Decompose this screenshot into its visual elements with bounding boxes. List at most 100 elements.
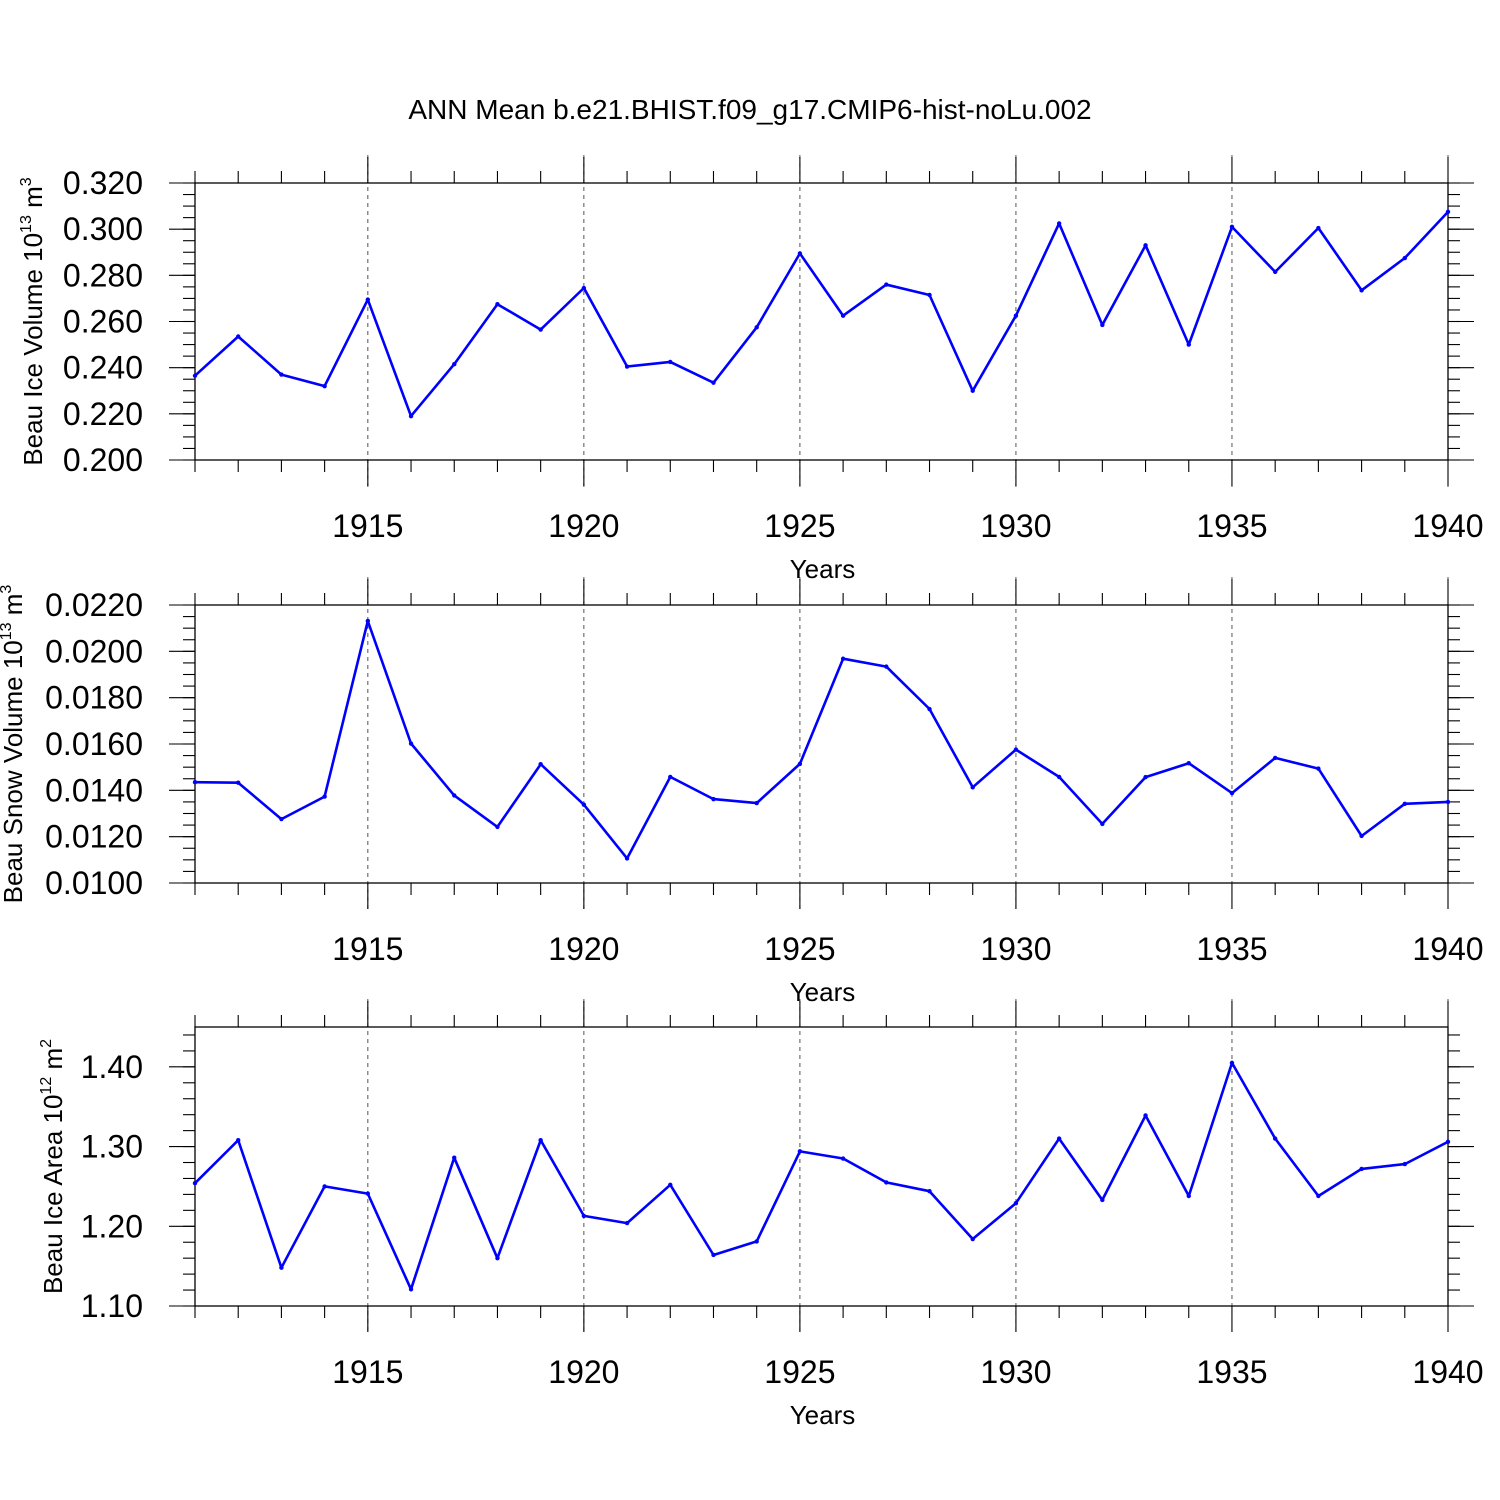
data-point-1915 bbox=[365, 1191, 371, 1196]
data-point-1931 bbox=[1056, 774, 1062, 780]
series-line bbox=[194, 211, 1449, 418]
data-point-1923 bbox=[711, 796, 716, 802]
x-tick-label: 1940 bbox=[1412, 931, 1483, 967]
data-point-1915 bbox=[365, 297, 371, 302]
data-point-1929 bbox=[970, 1236, 975, 1242]
data-point-1921 bbox=[624, 1220, 630, 1226]
x-axis-label: Years bbox=[790, 977, 856, 1007]
data-point-1917 bbox=[452, 1155, 457, 1160]
data-point-1922 bbox=[668, 774, 673, 780]
data-point-1938 bbox=[1359, 833, 1364, 839]
data-point-1927 bbox=[884, 664, 889, 669]
plot-frame bbox=[194, 1026, 1449, 1307]
chart-title: ANN Mean b.e21.BHIST.f09_g17.CMIP6-hist-… bbox=[408, 94, 1091, 125]
data-point-1935 bbox=[1229, 1060, 1235, 1066]
data-point-1927 bbox=[884, 282, 889, 287]
data-point-1926 bbox=[840, 1156, 846, 1161]
data-point-1933 bbox=[1143, 1113, 1148, 1118]
data-point-1936 bbox=[1272, 1136, 1278, 1141]
x-tick-label: 1920 bbox=[548, 931, 619, 967]
data-point-1916 bbox=[408, 741, 414, 746]
data-point-1930 bbox=[1013, 747, 1019, 752]
data-point-1938 bbox=[1359, 288, 1364, 293]
data-point-1938 bbox=[1359, 1166, 1364, 1172]
y-tick-label: 0.0140 bbox=[45, 772, 143, 808]
data-point-1923 bbox=[711, 380, 716, 385]
data-point-1919 bbox=[538, 327, 543, 332]
y-tick-label: 0.0100 bbox=[45, 865, 143, 901]
data-point-1929 bbox=[970, 785, 975, 790]
data-point-1936 bbox=[1272, 269, 1278, 275]
x-tick-label: 1930 bbox=[980, 931, 1051, 967]
data-point-1918 bbox=[495, 301, 500, 307]
data-point-1915 bbox=[365, 618, 371, 624]
data-point-1933 bbox=[1143, 774, 1148, 780]
x-tick-label: 1940 bbox=[1412, 1354, 1483, 1390]
data-point-1918 bbox=[495, 1255, 500, 1261]
data-point-1925 bbox=[797, 251, 803, 256]
y-axis-label: Beau Ice Volume 1013 m3 bbox=[18, 177, 48, 465]
x-tick-label: 1935 bbox=[1196, 931, 1267, 967]
data-point-1940 bbox=[1445, 209, 1451, 215]
chart-panel-1: 0.200 0.220 0.240 0.260 0.280 0.300 0.320 1915 1… bbox=[18, 155, 1484, 584]
y-axis-label: Beau Snow Volume 1013 m3 bbox=[0, 585, 28, 904]
y-axis-label: Beau Ice Area 1012 m2 bbox=[38, 1039, 68, 1294]
x-tick-label: 1935 bbox=[1196, 508, 1267, 544]
x-axis-label: Years bbox=[790, 554, 856, 584]
y-tick-label: 0.300 bbox=[63, 211, 143, 247]
data-point-1911 bbox=[192, 1181, 198, 1186]
y-tick-label: 1.20 bbox=[81, 1208, 143, 1244]
y-tick-label: 1.10 bbox=[81, 1288, 143, 1324]
plot-frame bbox=[194, 604, 1449, 884]
plot-frame bbox=[194, 182, 1449, 461]
y-tick-label: 0.0160 bbox=[45, 726, 143, 762]
data-point-1911 bbox=[192, 373, 198, 378]
data-point-1916 bbox=[408, 1287, 414, 1292]
data-point-1927 bbox=[884, 1180, 889, 1185]
data-point-1917 bbox=[452, 793, 457, 798]
data-point-1917 bbox=[452, 362, 457, 367]
data-point-1926 bbox=[840, 313, 846, 318]
y-tick-label: 0.0220 bbox=[45, 587, 143, 623]
x-tick-label: 1940 bbox=[1412, 508, 1483, 544]
y-tick-label: 1.30 bbox=[81, 1129, 143, 1165]
data-point-1921 bbox=[624, 364, 630, 369]
x-tick-label: 1935 bbox=[1196, 1354, 1267, 1390]
data-point-1920 bbox=[581, 1213, 587, 1219]
data-point-1928 bbox=[927, 1189, 932, 1194]
data-point-1931 bbox=[1056, 1136, 1062, 1141]
data-point-1932 bbox=[1100, 821, 1105, 827]
data-point-1931 bbox=[1056, 221, 1062, 226]
data-point-1939 bbox=[1402, 1161, 1407, 1167]
x-tick-label: 1915 bbox=[332, 931, 403, 967]
data-point-1921 bbox=[624, 856, 630, 861]
x-tick-label: 1915 bbox=[332, 1354, 403, 1390]
data-point-1919 bbox=[538, 761, 543, 767]
x-tick-label: 1920 bbox=[548, 508, 619, 544]
data-point-1924 bbox=[754, 1239, 759, 1244]
data-point-1912 bbox=[236, 780, 241, 785]
data-point-1914 bbox=[322, 794, 327, 799]
x-tick-label: 1930 bbox=[980, 1354, 1051, 1390]
data-point-1926 bbox=[840, 656, 846, 661]
y-tick-label: 0.200 bbox=[63, 442, 143, 478]
data-point-1920 bbox=[581, 802, 587, 807]
x-tick-label: 1915 bbox=[332, 508, 403, 544]
data-point-1934 bbox=[1186, 1193, 1191, 1199]
data-point-1912 bbox=[236, 334, 241, 339]
y-tick-label: 0.0180 bbox=[45, 680, 143, 716]
data-point-1913 bbox=[279, 1265, 284, 1270]
data-point-1913 bbox=[279, 372, 284, 377]
y-tick-label: 0.0120 bbox=[45, 819, 143, 855]
data-point-1934 bbox=[1186, 761, 1191, 766]
y-tick-label: 0.280 bbox=[63, 257, 143, 293]
data-point-1939 bbox=[1402, 801, 1407, 806]
data-point-1925 bbox=[797, 1149, 803, 1154]
data-point-1937 bbox=[1316, 1193, 1321, 1199]
data-point-1928 bbox=[927, 292, 932, 298]
data-point-1930 bbox=[1013, 1200, 1019, 1206]
x-tick-label: 1925 bbox=[764, 508, 835, 544]
y-tick-label: 0.240 bbox=[63, 350, 143, 386]
x-axis-label: Years bbox=[790, 1400, 856, 1430]
